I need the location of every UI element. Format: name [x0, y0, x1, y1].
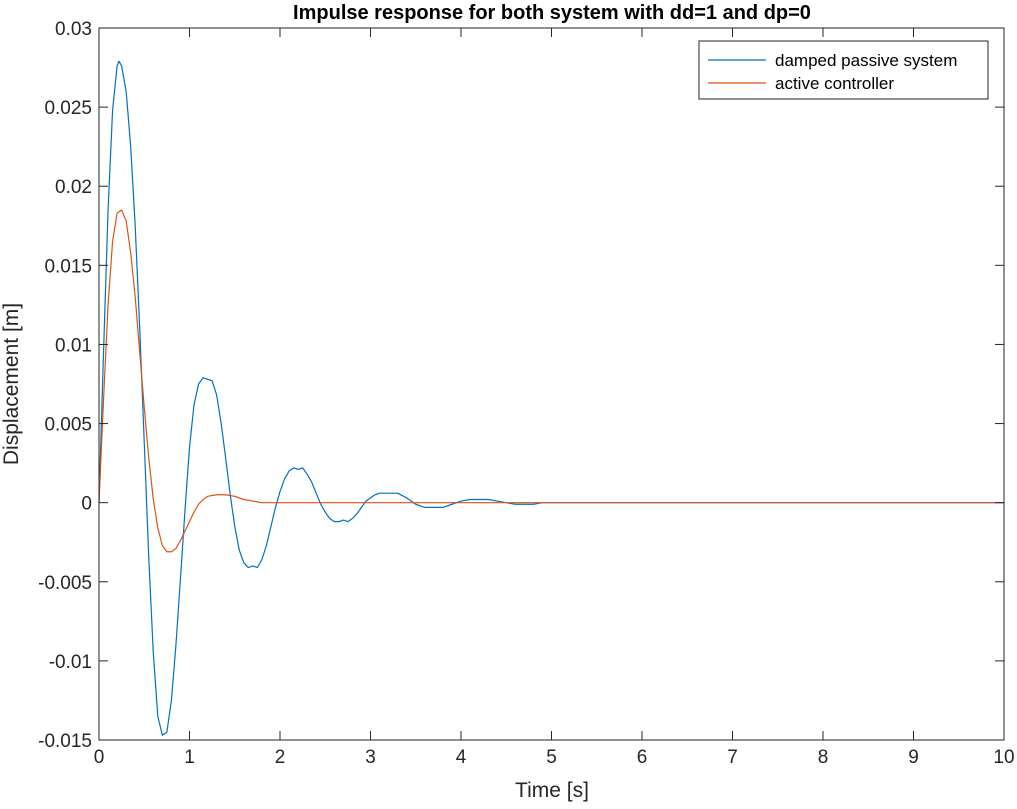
- x-tick-label: 10: [993, 747, 1014, 768]
- x-tick-label: 5: [546, 747, 557, 768]
- legend-entry-damped-passive-system: damped passive system: [775, 51, 957, 70]
- y-tick-label: 0.02: [55, 177, 92, 198]
- legend: damped passive system active controller: [698, 40, 989, 100]
- series-line-active-controller: [98, 209, 1005, 553]
- x-tick-label: 6: [637, 747, 648, 768]
- series-layer: [98, 60, 1005, 736]
- legend-box: [698, 40, 989, 100]
- x-tick-label: 4: [456, 747, 467, 768]
- x-tick-label: 7: [727, 747, 738, 768]
- y-tick-label: 0.005: [44, 415, 92, 436]
- series-line-damped-passive-system: [98, 60, 1005, 736]
- chart-title: Impulse response for both system with dd…: [293, 2, 811, 24]
- y-tick-label: 0: [81, 494, 92, 515]
- y-tick-label: -0.015: [38, 731, 92, 752]
- x-tick-label: 9: [908, 747, 919, 768]
- plot-frame: [98, 27, 1005, 741]
- y-tick-label: 0.01: [55, 335, 92, 356]
- plot-area: [99, 28, 1004, 740]
- y-tick-label: -0.01: [49, 652, 92, 673]
- legend-entry-active-controller: active controller: [775, 74, 894, 93]
- x-tick-label: 8: [818, 747, 829, 768]
- y-tick-label: 0.015: [44, 256, 92, 277]
- y-tick-label: 0.03: [55, 19, 92, 40]
- y-tick-label: -0.005: [38, 573, 92, 594]
- x-tick-label: 0: [94, 747, 105, 768]
- y-axis-label: Displacement [m]: [0, 303, 23, 465]
- x-tick-label: 2: [275, 747, 286, 768]
- y-tick-label: 0.025: [44, 98, 92, 119]
- ticks-layer: 0 1 2 3 4 5 6 7 8 9 10 -0.015 -0.01 -0.005 0 0.005 0.01 0…: [38, 19, 1014, 768]
- x-axis-label: Time [s]: [515, 779, 589, 802]
- x-tick-label: 1: [184, 747, 195, 768]
- x-tick-label: 3: [365, 747, 376, 768]
